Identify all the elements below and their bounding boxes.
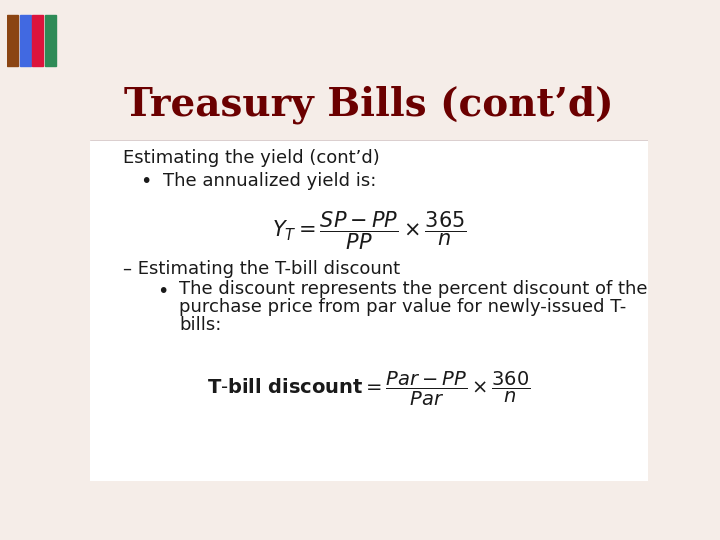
Text: $\mathbf{T\text{-}bill\ discount} = \dfrac{Par - PP}{Par} \times \dfrac{360}{n}$: $\mathbf{T\text{-}bill\ discount} = \dfr… bbox=[207, 370, 531, 408]
Text: •: • bbox=[157, 282, 168, 301]
Bar bbox=[7, 15, 18, 66]
Text: •: • bbox=[140, 172, 151, 191]
Text: bills:: bills: bbox=[179, 316, 222, 334]
Text: Treasury Bills (cont’d): Treasury Bills (cont’d) bbox=[124, 85, 614, 124]
Text: purchase price from par value for newly-issued T-: purchase price from par value for newly-… bbox=[179, 298, 626, 316]
Text: The discount represents the percent discount of the: The discount represents the percent disc… bbox=[179, 280, 648, 298]
Bar bbox=[20, 15, 31, 66]
Text: The annualized yield is:: The annualized yield is: bbox=[163, 172, 376, 190]
Bar bbox=[32, 15, 43, 66]
Bar bbox=[45, 15, 56, 66]
FancyBboxPatch shape bbox=[90, 140, 648, 481]
Text: $Y_T = \dfrac{SP - PP}{PP} \times \dfrac{365}{n}$: $Y_T = \dfrac{SP - PP}{PP} \times \dfrac… bbox=[271, 210, 467, 252]
Text: Estimating the yield (cont’d): Estimating the yield (cont’d) bbox=[124, 150, 380, 167]
FancyBboxPatch shape bbox=[90, 65, 648, 140]
Text: – Estimating the T-bill discount: – Estimating the T-bill discount bbox=[124, 260, 400, 278]
